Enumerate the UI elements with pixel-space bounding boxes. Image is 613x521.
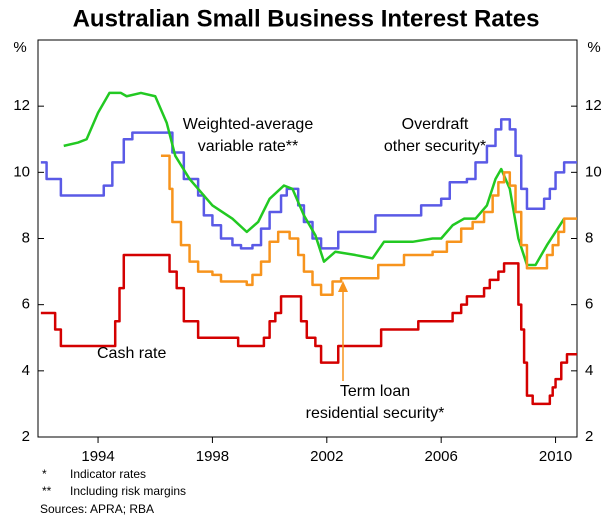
x-tick-label: 1994	[81, 448, 114, 465]
series-label: Weighted-average	[183, 116, 314, 133]
y2-tick-label: 2	[585, 428, 593, 445]
annotation-arrowhead	[338, 281, 348, 292]
footnote-text: Indicator rates	[70, 467, 146, 481]
y-tick-label: 4	[22, 362, 30, 379]
y-unit: %	[13, 39, 26, 56]
series-line	[40, 118, 577, 250]
series-line	[160, 154, 577, 296]
y2-tick-label: 8	[585, 229, 593, 246]
footnote-marker: *	[42, 467, 47, 481]
series-line	[40, 253, 577, 406]
y-tick-label: 8	[22, 229, 30, 246]
series-label: residential security*	[306, 405, 445, 422]
y2-tick-label: 6	[585, 296, 593, 313]
series-label: Term loan	[340, 383, 410, 400]
y-tick-label: 6	[22, 296, 30, 313]
series-label: Overdraft	[402, 116, 469, 133]
y2-tick-label: 4	[585, 362, 593, 379]
y-tick-label: 12	[13, 97, 30, 114]
x-tick-label: 2002	[310, 448, 343, 465]
footnote-text: Including risk margins	[70, 484, 186, 498]
plot-frame	[37, 39, 578, 438]
x-tick-label: 1998	[196, 448, 229, 465]
y-tick-label: 10	[13, 163, 30, 180]
x-tick-label: 2010	[539, 448, 572, 465]
source: Sources: APRA; RBA	[40, 502, 154, 516]
y2-tick-label: 12	[585, 97, 602, 114]
footnote-marker: **	[42, 484, 52, 498]
y2-unit: %	[587, 39, 600, 56]
series-label: variable rate**	[198, 138, 299, 155]
y-tick-label: 2	[22, 428, 30, 445]
y2-tick-label: 10	[585, 163, 602, 180]
chart-title: Australian Small Business Interest Rates	[73, 5, 540, 32]
series-label: Cash rate	[97, 345, 166, 362]
series-label: other security*	[384, 138, 486, 155]
x-tick-label: 2006	[424, 448, 457, 465]
series-line	[63, 91, 566, 267]
